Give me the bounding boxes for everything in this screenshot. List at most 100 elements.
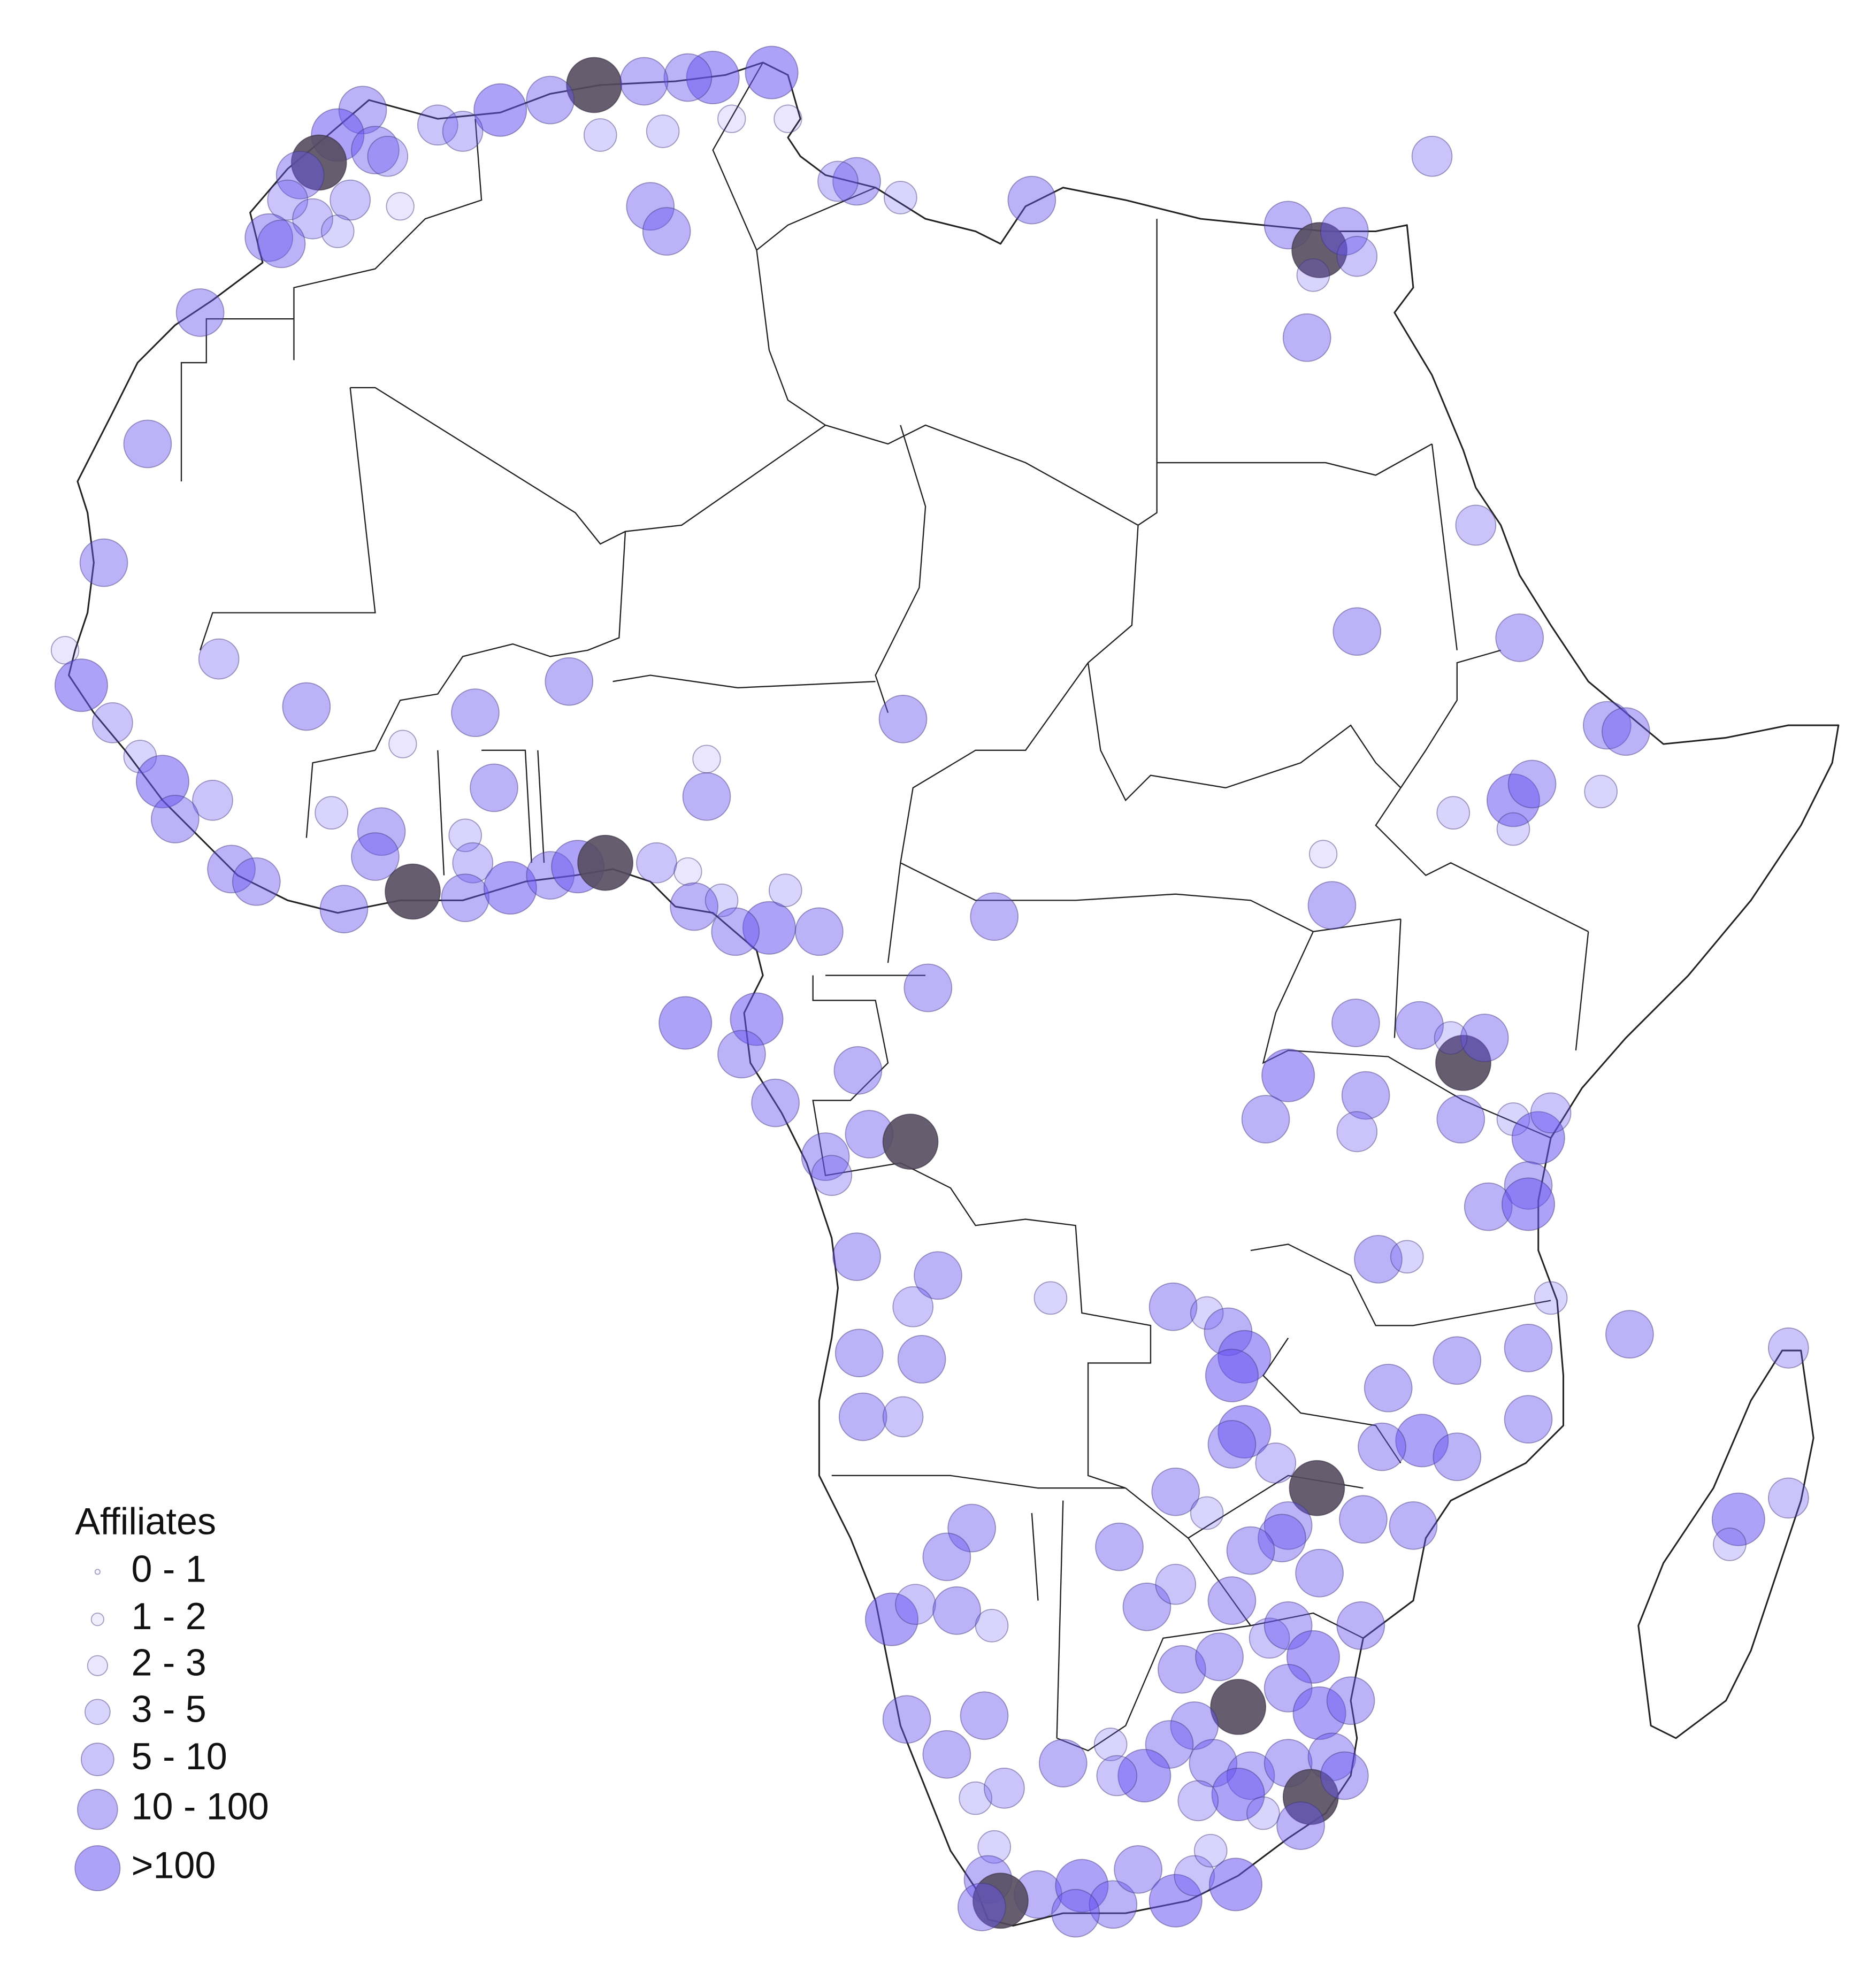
affiliate-marker: [686, 50, 740, 104]
affiliate-marker: [452, 842, 494, 884]
affiliate-marker: [1038, 1739, 1088, 1787]
affiliate-marker: [1096, 1755, 1138, 1797]
affiliate-marker: [473, 83, 527, 137]
legend-symbol: [77, 1789, 118, 1830]
affiliate-marker: [351, 832, 400, 881]
affiliate-marker: [1530, 1092, 1572, 1134]
affiliate-marker: [711, 907, 760, 956]
affiliate-marker: [1320, 1751, 1369, 1800]
legend-title: Affiliates: [75, 1501, 216, 1542]
legend-label: 0 - 1: [131, 1548, 206, 1590]
affiliate-marker: [692, 745, 721, 773]
affiliate-marker: [973, 1872, 1029, 1929]
affiliate-marker: [292, 198, 333, 240]
affiliate-marker: [1711, 1492, 1765, 1546]
affiliate-marker: [1208, 1858, 1262, 1912]
affiliate-marker: [1089, 1880, 1138, 1929]
affiliate-marker: [367, 135, 409, 177]
affiliate-marker: [975, 1609, 1009, 1643]
affiliate-marker: [1241, 1095, 1290, 1144]
affiliate-marker: [882, 1695, 931, 1744]
affiliate-marker: [386, 192, 415, 221]
affiliate-marker: [1502, 1177, 1556, 1231]
affiliate-marker: [232, 857, 281, 906]
affiliate-marker: [470, 763, 518, 812]
affiliate-marker: [768, 873, 802, 907]
affiliate-marker: [483, 861, 537, 915]
affiliate-marker: [1093, 1728, 1128, 1761]
affiliate-marker: [577, 834, 633, 891]
affiliate-marker: [673, 857, 702, 886]
affiliate-marker: [1582, 701, 1632, 750]
affiliate-marker: [970, 892, 1019, 941]
legend-symbol: [94, 1569, 101, 1575]
madagascar-outline: [1637, 1349, 1814, 1739]
affiliate-marker: [1602, 707, 1650, 756]
affiliate-marker: [1331, 999, 1380, 1047]
affiliate-marker: [1308, 840, 1338, 869]
affiliate-marker: [1389, 1501, 1438, 1550]
affiliate-marker: [448, 818, 483, 853]
affiliate-marker: [1007, 175, 1056, 225]
affiliate-marker: [922, 1730, 971, 1779]
affiliate-marker: [897, 1335, 946, 1384]
affiliate-marker: [175, 288, 225, 337]
affiliate-marker: [1496, 812, 1530, 846]
affiliate-marker: [626, 182, 675, 231]
legend-symbol: [85, 1699, 111, 1725]
affiliate-marker: [882, 1114, 939, 1170]
affiliate-marker: [1511, 1111, 1565, 1165]
borders: [180, 62, 1589, 1752]
affiliate-marker: [1246, 1796, 1280, 1830]
affiliate-marker: [92, 702, 133, 743]
affiliate-marker: [774, 104, 802, 133]
legend-symbol: [81, 1743, 114, 1776]
affiliate-marker: [1341, 1071, 1390, 1120]
affiliate-marker: [1411, 135, 1453, 177]
affiliate-marker: [320, 214, 355, 248]
legend-label: 5 - 10: [131, 1736, 227, 1777]
affiliate-marker: [1433, 1336, 1482, 1385]
affiliate-marker: [1282, 1769, 1339, 1825]
affiliate-marker: [795, 907, 844, 956]
affiliate-marker: [834, 1329, 884, 1378]
affiliate-marker: [742, 901, 796, 955]
affiliate-marker: [817, 160, 859, 202]
affiliate-marker: [1767, 1477, 1809, 1519]
affiliate-marker: [1114, 1845, 1162, 1894]
affiliate-marker: [1336, 1601, 1385, 1650]
affiliate-marker: [1460, 1014, 1509, 1062]
affiliate-marker: [1605, 1310, 1654, 1359]
affiliate-marker: [50, 636, 80, 665]
affiliate-marker: [135, 755, 189, 809]
affiliate-marker: [275, 150, 325, 199]
legend-label: 1 - 2: [131, 1595, 206, 1637]
affiliate-markers: [50, 45, 1809, 1938]
affiliate-marker: [1358, 1422, 1406, 1471]
affiliate-marker: [1177, 1780, 1219, 1822]
affiliate-marker: [1155, 1563, 1197, 1605]
affiliate-marker: [705, 884, 739, 917]
affiliate-marker: [351, 126, 400, 174]
affiliate-marker: [545, 657, 594, 706]
affiliate-marker: [1193, 1833, 1228, 1868]
legend: Affiliates 0 - 1 1 - 2 2 - 33 - 5 5 - 10 10 …: [74, 1501, 269, 1891]
affiliate-marker: [1364, 1363, 1413, 1413]
affiliate-marker: [1486, 773, 1541, 827]
affiliate-marker: [1495, 613, 1544, 662]
affiliate-marker: [1249, 1617, 1290, 1659]
affiliate-marker: [1055, 1859, 1109, 1913]
affiliate-marker: [1207, 1576, 1257, 1625]
affiliate-marker: [1354, 1235, 1403, 1284]
affiliate-marker: [1339, 1495, 1388, 1544]
affiliate-marker: [1190, 1496, 1224, 1530]
affiliate-marker: [1767, 1327, 1809, 1369]
affiliate-marker: [54, 658, 109, 712]
affiliate-marker: [1296, 258, 1330, 292]
affiliate-marker: [357, 807, 406, 856]
affiliate-marker: [1190, 1296, 1224, 1330]
affiliate-marker: [1320, 207, 1369, 256]
affiliate-marker: [1195, 1632, 1244, 1682]
affiliate-marker: [244, 213, 294, 262]
affiliate-marker: [1276, 1801, 1325, 1850]
